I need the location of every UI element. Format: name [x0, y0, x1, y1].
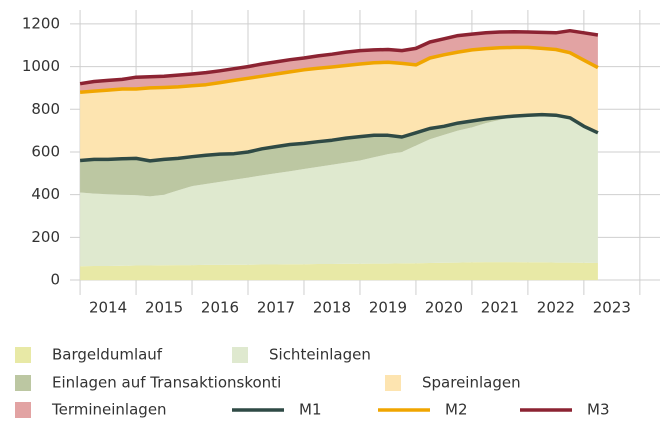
y-tick-label: 400 [31, 185, 60, 203]
legend-swatch [15, 375, 31, 391]
y-tick-label: 800 [31, 100, 60, 118]
legend-swatch [15, 402, 31, 418]
x-tick-label: 2021 [481, 299, 519, 317]
legend-label: M1 [299, 401, 322, 419]
legend-label: Einlagen auf Transaktionskonti [52, 374, 281, 392]
x-tick-label: 2017 [257, 299, 295, 317]
legend-label: Sichteinlagen [269, 346, 371, 364]
x-tick-label: 2015 [145, 299, 183, 317]
legend-swatch [232, 347, 248, 363]
line [79, 28, 599, 86]
x-tick-label: 2023 [593, 299, 631, 317]
x-tick-label: 2019 [369, 299, 407, 317]
y-tick-label: 600 [31, 142, 60, 160]
legend-swatch [15, 347, 31, 363]
x-tick-label: 2016 [201, 299, 239, 317]
y-tick-label: 200 [31, 228, 60, 246]
legend-label: M2 [445, 401, 468, 419]
line [79, 112, 599, 163]
y-tick-label: 0 [50, 271, 60, 289]
y-tick-label: 1000 [22, 57, 60, 75]
area [80, 262, 598, 281]
x-tick-label: 2018 [313, 299, 351, 317]
legend-label: M3 [587, 401, 610, 419]
x-tick-label: 2022 [537, 299, 575, 317]
line [79, 45, 599, 94]
area [80, 47, 598, 161]
legend-label: Spareinlagen [422, 374, 521, 392]
x-tick-label: 2014 [89, 299, 127, 317]
legend-label: Termineinlagen [51, 401, 167, 419]
legend-swatch [385, 375, 401, 391]
area [80, 114, 598, 197]
x-tick-label: 2020 [425, 299, 463, 317]
area [80, 30, 598, 93]
area [80, 115, 598, 267]
legend-label: Bargeldumlauf [52, 346, 163, 364]
y-tick-label: 1200 [22, 14, 60, 32]
